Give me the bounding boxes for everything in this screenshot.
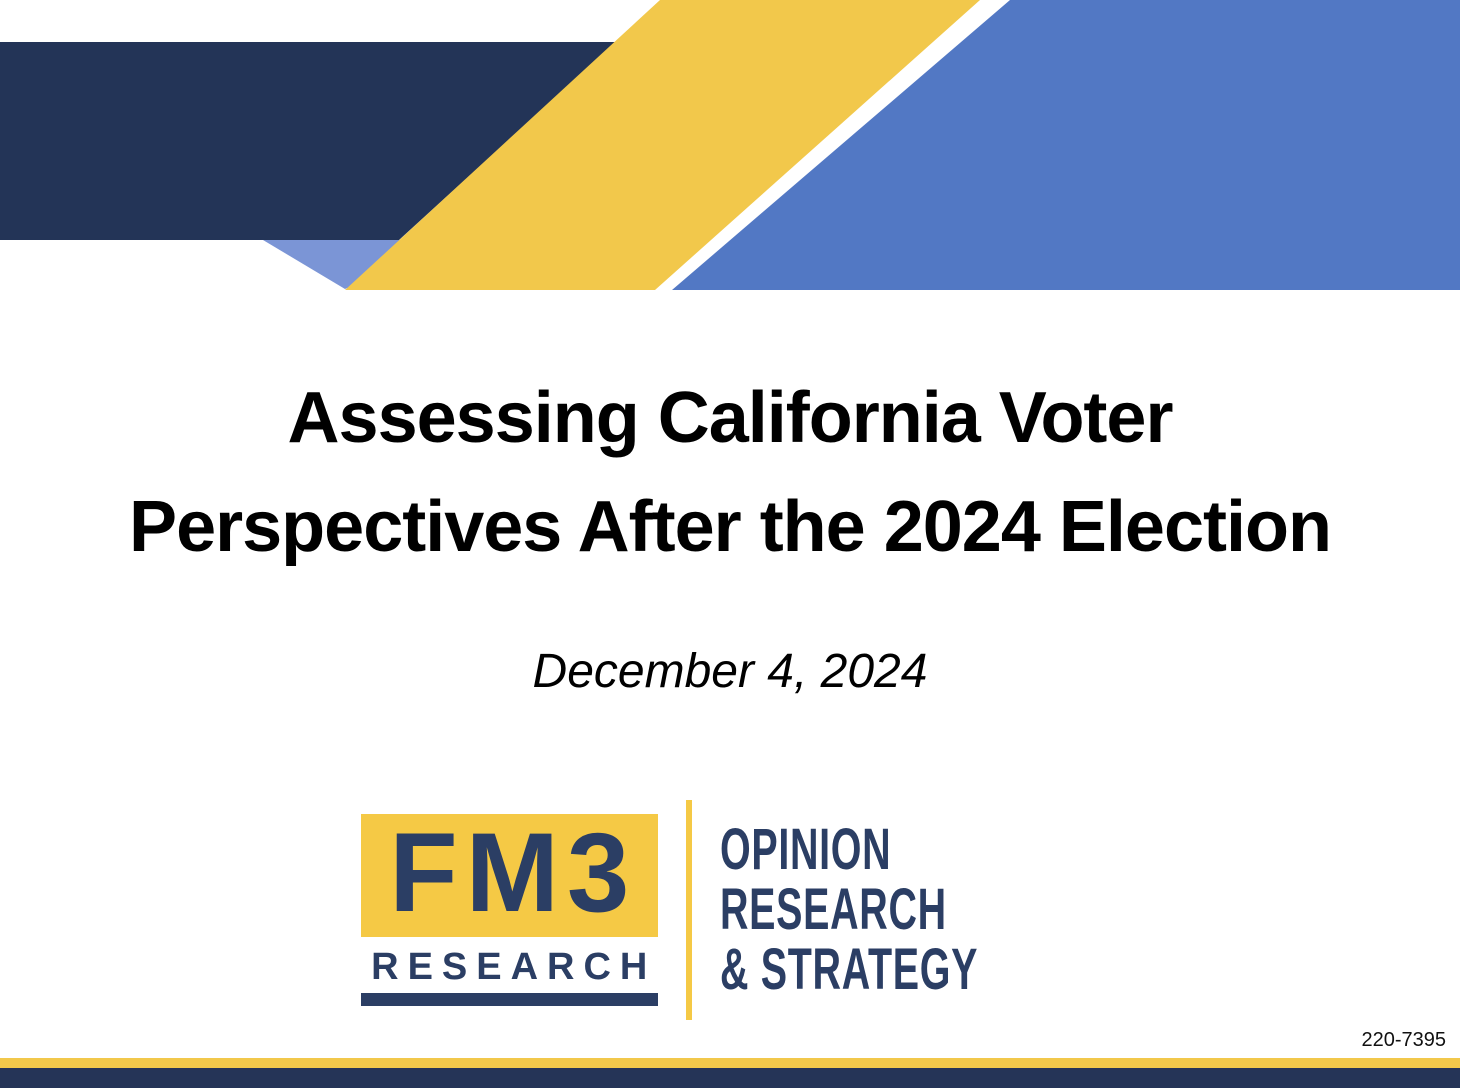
slide-title: Assessing California Voter Perspectives …	[0, 364, 1460, 582]
logo-divider-line	[685, 800, 692, 1020]
banner-graphic	[0, 0, 1460, 290]
fm3-logo-left: FM3 RESEARCH	[360, 809, 658, 1006]
tagline-line-1: OPINION	[719, 817, 892, 882]
logo-tagline: OPINION RESEARCH & STRATEGY	[720, 820, 1100, 1000]
tagline-line-2: RESEARCH	[719, 877, 947, 942]
footer-yellow-stripe	[0, 1058, 1460, 1068]
slide-date: December 4, 2024	[532, 645, 928, 698]
title-line-1: Assessing California Voter	[287, 378, 1174, 458]
title-line-2: Perspectives After the 2024 Election	[129, 487, 1332, 567]
fm3-logo: FM3 RESEARCH OPINION RESEARCH & STRATEGY	[0, 800, 1460, 1020]
tagline-line-3: & STRATEGY	[719, 937, 978, 1002]
yellow-band-shape	[345, 0, 980, 290]
blue-parallelogram-shape	[672, 0, 1460, 290]
navy-bar-shape	[0, 42, 616, 240]
project-number: 220-7395	[1361, 1029, 1446, 1051]
fm3-logo-underline	[360, 993, 658, 1006]
fm3-logo-research-label: RESEARCH	[371, 946, 657, 988]
footer-navy-stripe	[0, 1068, 1460, 1088]
fm3-logo-acronym: FM3	[389, 809, 638, 935]
fm3-logo-box: FM3	[360, 809, 658, 937]
